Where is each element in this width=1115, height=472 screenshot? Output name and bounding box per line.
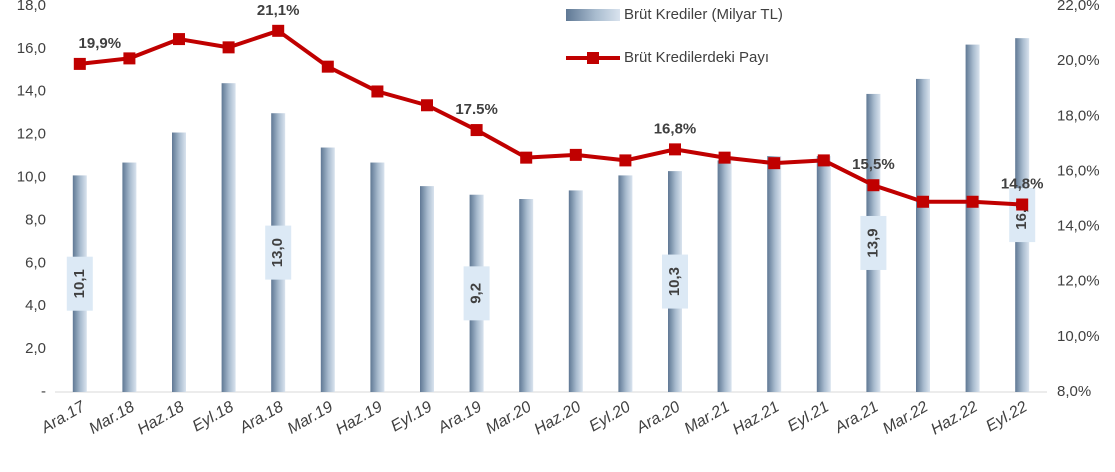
x-tick-label: Haz.18 xyxy=(135,398,187,438)
legend-marker xyxy=(587,52,599,64)
marker xyxy=(272,24,285,37)
marker xyxy=(966,195,979,208)
legend-label: Brüt Krediler (Milyar TL) xyxy=(624,6,783,23)
x-tick-label: Ara.21 xyxy=(831,398,881,437)
bar xyxy=(568,190,583,392)
marker xyxy=(867,179,880,192)
y-tick-label: 12,0 xyxy=(17,126,46,143)
marker xyxy=(917,195,929,208)
marker xyxy=(421,99,433,112)
y2-tick-label: 10,0% xyxy=(1057,328,1100,345)
y2-tick-label: 22,0% xyxy=(1057,0,1100,14)
x-tick-label: Mar.22 xyxy=(880,398,931,437)
x-tick-label: Ara.19 xyxy=(435,398,485,437)
x-tick-label: Haz.22 xyxy=(928,398,980,438)
marker xyxy=(222,41,235,54)
legend-label: Brüt Kredilerdeki Payı xyxy=(624,49,769,66)
y-tick-label: 6,0 xyxy=(25,254,46,271)
marker xyxy=(470,124,483,137)
data-label: 13,0 xyxy=(269,238,286,267)
x-tick-label: Mar.18 xyxy=(86,398,137,437)
x-tick-label: Eyl.18 xyxy=(190,398,237,435)
y-tick-label: 4,0 xyxy=(25,297,46,314)
marker xyxy=(73,57,86,70)
bar xyxy=(420,186,434,392)
y-tick-label: 8,0 xyxy=(25,211,46,228)
x-tick-label: Haz.19 xyxy=(333,398,385,438)
data-label: 10,3 xyxy=(666,267,683,296)
bar xyxy=(618,175,633,392)
marker xyxy=(1016,198,1029,211)
x-tick-label: Eyl.19 xyxy=(388,398,435,435)
marker xyxy=(321,60,334,73)
data-label: 14,8% xyxy=(1001,175,1044,192)
y2-tick-label: 14,0% xyxy=(1057,218,1100,235)
data-label: 19,9% xyxy=(79,35,122,52)
bar xyxy=(916,78,930,393)
y-tick-label: 18,0 xyxy=(17,0,46,14)
bar xyxy=(965,44,980,392)
marker xyxy=(817,154,830,167)
bar xyxy=(816,156,831,392)
marker xyxy=(669,143,681,156)
x-tick-label: Mar.20 xyxy=(483,398,534,437)
bar xyxy=(370,162,385,392)
bar xyxy=(717,160,732,392)
bar xyxy=(767,156,782,392)
bar xyxy=(122,162,137,392)
data-label: 16,8% xyxy=(654,120,697,137)
data-label: 9,2 xyxy=(468,283,485,304)
x-tick-label: Ara.17 xyxy=(38,398,89,437)
y2-tick-label: 8,0% xyxy=(1057,383,1091,400)
legend-swatch xyxy=(566,9,620,21)
data-label-box xyxy=(463,266,490,321)
y2-tick-label: 12,0% xyxy=(1057,273,1100,290)
x-tick-label: Mar.21 xyxy=(682,398,733,437)
data-label: 13,9 xyxy=(864,228,881,257)
bar xyxy=(320,147,335,392)
marker xyxy=(123,52,136,65)
bar xyxy=(221,83,236,392)
y-tick-label: 14,0 xyxy=(17,83,46,100)
y2-tick-label: 16,0% xyxy=(1057,162,1100,179)
x-tick-label: Eyl.21 xyxy=(785,398,832,435)
marker xyxy=(569,148,582,161)
y-tick-label: 2,0 xyxy=(25,340,46,357)
x-tick-label: Haz.20 xyxy=(531,398,583,438)
x-tick-label: Eyl.22 xyxy=(983,398,1030,435)
y-tick-label: 10,0 xyxy=(17,169,46,186)
data-label: 21,1% xyxy=(257,2,300,19)
data-label-box xyxy=(1009,188,1036,243)
marker xyxy=(718,151,731,164)
y2-tick-label: 20,0% xyxy=(1057,52,1100,69)
marker xyxy=(619,154,632,167)
y-tick-label: - xyxy=(41,383,46,400)
x-tick-label: Ara.18 xyxy=(236,398,286,437)
data-label: 10,1 xyxy=(71,269,88,298)
y2-tick-label: 18,0% xyxy=(1057,107,1100,124)
marker xyxy=(371,85,384,98)
data-label-box xyxy=(662,254,688,309)
bar xyxy=(172,132,186,392)
data-label-box xyxy=(265,225,292,280)
x-tick-label: Mar.19 xyxy=(285,398,336,437)
line xyxy=(79,28,1023,207)
marker xyxy=(173,33,185,46)
x-tick-label: Haz.21 xyxy=(730,398,782,438)
data-label-box xyxy=(66,256,93,311)
data-label-box xyxy=(860,215,887,270)
bar xyxy=(519,199,534,392)
y-tick-label: 16,0 xyxy=(17,40,46,57)
data-label: 17.5% xyxy=(455,101,498,118)
x-tick-label: Ara.20 xyxy=(633,398,683,437)
marker xyxy=(768,157,781,170)
marker xyxy=(520,151,533,164)
x-tick-label: Eyl.20 xyxy=(586,398,633,435)
data-label: 15,5% xyxy=(852,156,895,173)
